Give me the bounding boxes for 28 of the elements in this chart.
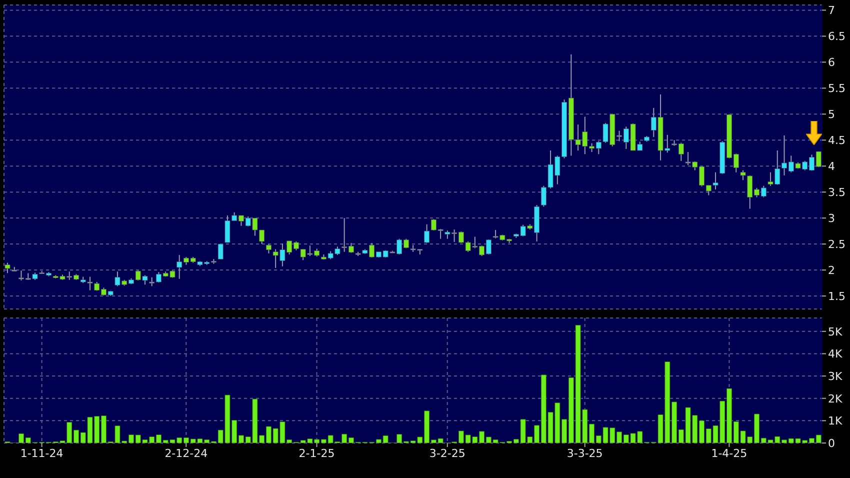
candlestick	[4, 262, 10, 274]
y-tick-label: 1K	[828, 414, 843, 428]
y-tick-label: 7	[828, 4, 835, 18]
x-tick-label: 2-1-25	[298, 446, 335, 460]
candlestick	[424, 224, 430, 244]
x-tick-label: 1-4-25	[711, 446, 748, 460]
x-tick-label: 2-12-24	[164, 446, 208, 460]
y-tick-label: 0	[828, 436, 835, 450]
y-tick-label: 3.5	[828, 186, 846, 199]
y-tick-label: 4	[828, 160, 835, 173]
y-tick-label: 4K	[828, 348, 843, 361]
x-tick-label: 1-11-24	[20, 446, 64, 460]
y-tick-label: 2.5	[828, 238, 846, 251]
y-tick-label: 5.5	[828, 82, 846, 96]
y-tick-label: 3K	[828, 370, 843, 383]
y-tick-label: 2	[828, 264, 835, 277]
candlestick	[218, 244, 224, 260]
x-tick-label: 3-3-25	[566, 446, 603, 460]
y-tick-label: 4.5	[828, 134, 846, 148]
y-tick-label: 5	[828, 108, 835, 122]
y-tick-label: 3	[828, 212, 835, 225]
y-tick-label: 1.5	[828, 290, 846, 303]
x-tick-label: 3-2-25	[429, 446, 466, 460]
y-tick-label: 5K	[828, 325, 843, 338]
y-tick-label: 6	[828, 56, 835, 70]
candlestick	[266, 244, 272, 254]
y-tick-label: 6.5	[828, 30, 846, 44]
y-tick-label: 2K	[828, 392, 843, 406]
